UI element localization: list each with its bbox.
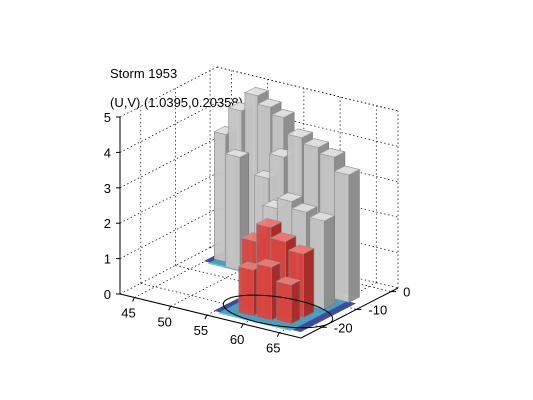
surface-face-front-8 xyxy=(323,215,336,310)
surface-layer xyxy=(203,86,361,332)
axes-layer xyxy=(116,116,399,339)
surface-face-front-4 xyxy=(334,171,350,303)
storm-track-ellipse xyxy=(222,294,334,329)
surface-face-core-5 xyxy=(256,263,272,321)
grid-line-z-back xyxy=(216,102,399,147)
surface-face-back-0 xyxy=(214,131,227,263)
grid-line-z-left xyxy=(119,66,218,118)
surface-top-core-6 xyxy=(275,276,301,286)
x-tick-mark xyxy=(204,314,208,320)
surface-top-back-4 xyxy=(271,109,295,118)
x-tick-label: 50 xyxy=(157,314,171,329)
grid-line-top-back xyxy=(216,66,399,112)
surface-face-core-6 xyxy=(290,279,301,325)
z-tick-label: 1 xyxy=(104,252,111,267)
z-tick-label: 2 xyxy=(104,216,111,231)
surface-face-back-5 xyxy=(225,153,241,271)
x-tick-label: 65 xyxy=(266,341,280,356)
surface-face-core-3 xyxy=(303,248,315,319)
x-tick-label: 45 xyxy=(121,306,135,321)
surface-face-core-6 xyxy=(276,280,292,325)
z-tick-label: 4 xyxy=(104,145,111,160)
surface-top-front-7 xyxy=(291,202,318,213)
surface-top-front-4 xyxy=(333,165,361,176)
surface-top-front-1 xyxy=(286,128,314,139)
x-axis-line xyxy=(119,293,302,339)
surface-top-front-2 xyxy=(302,138,330,148)
grid-line-z-left xyxy=(119,172,218,224)
y-tick-label: -20 xyxy=(334,320,353,335)
surface-top-back-3 xyxy=(256,98,282,108)
surface-top-back-2 xyxy=(244,86,270,97)
surface-top-front-8 xyxy=(308,211,336,222)
z-tick-label: 3 xyxy=(104,181,111,196)
surface-top-front-3 xyxy=(319,147,346,158)
surface-top-back-5 xyxy=(224,148,250,158)
grid-line-z-left xyxy=(119,102,218,153)
surface-face-front-4 xyxy=(348,169,360,303)
grid-line-z-left xyxy=(119,243,218,295)
x-tick-mark xyxy=(240,323,244,329)
x-tick-label: 60 xyxy=(230,332,244,347)
surface-top-core-2 xyxy=(270,232,297,242)
x-tick-label: 55 xyxy=(194,323,208,338)
x-tick-mark xyxy=(132,297,135,302)
grid-line-z-left xyxy=(119,208,218,259)
surface-face-core-4 xyxy=(238,266,254,317)
grid-line-z-left xyxy=(119,137,218,189)
z-tick-label: 0 xyxy=(104,287,111,302)
x-tick-mark xyxy=(276,332,280,337)
surface-top-core-3 xyxy=(288,244,315,255)
y-axis-line xyxy=(300,287,399,339)
surface-top-front-6 xyxy=(276,192,304,202)
chart-title: Storm 1953 xyxy=(110,66,178,81)
y-tick-label: 0 xyxy=(403,285,410,300)
y-tick-label: -10 xyxy=(368,302,387,317)
z-tick-label: 5 xyxy=(104,110,111,125)
x-tick-mark xyxy=(168,306,172,311)
surface-top-core-5 xyxy=(256,258,281,268)
surface-top-core-1 xyxy=(255,218,283,228)
